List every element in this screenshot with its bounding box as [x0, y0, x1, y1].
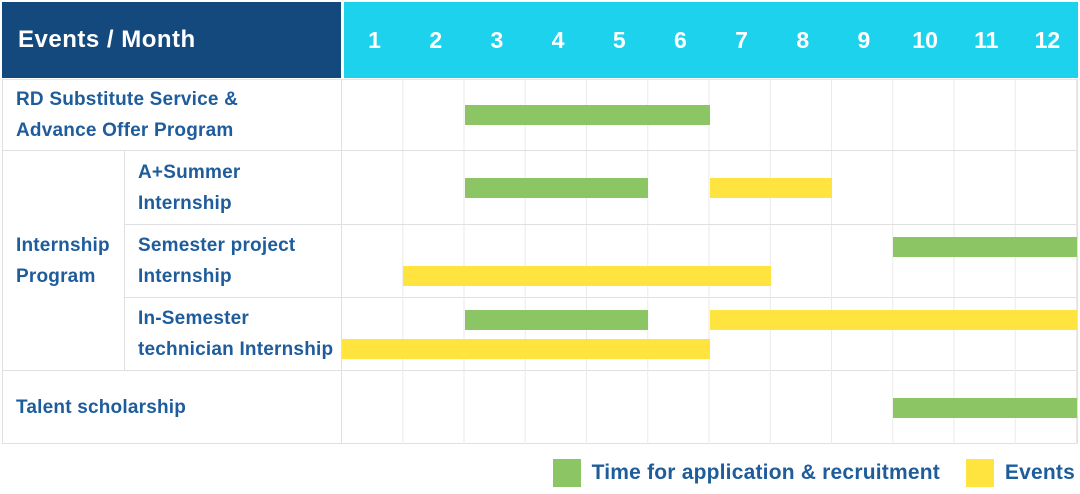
gantt-row-track	[341, 298, 1077, 371]
events-month-header-cell: Events / Month	[2, 2, 341, 78]
month-header-11: 11	[974, 26, 999, 53]
legend-label: Time for application & recruitment	[591, 461, 940, 484]
table-row: Talent scholarship	[3, 370, 1077, 444]
legend-item-application: Time for application & recruitment	[552, 459, 940, 487]
gantt-bar-yellow	[709, 177, 832, 198]
gantt-bar-yellow	[342, 339, 710, 359]
row-label: In-Semester technician Internship	[138, 308, 334, 360]
table-row: RD Substitute Service & Advance Offer Pr…	[3, 80, 1077, 150]
yellow-swatch-icon	[965, 459, 994, 487]
gantt-bar-green	[464, 310, 649, 330]
row-label: A+Summer Internship	[138, 161, 241, 214]
green-swatch-icon	[552, 459, 581, 487]
legend-item-events: Events	[965, 459, 1075, 487]
gantt-row-track	[341, 151, 1077, 224]
group-rows: A+Summer Internship Semester project Int…	[125, 151, 1077, 371]
gantt-row-track	[341, 80, 1077, 150]
month-header-8: 8	[796, 26, 810, 53]
month-header-12: 12	[1034, 26, 1061, 53]
month-header-2: 2	[429, 26, 443, 53]
table-row: A+Summer Internship	[125, 151, 1077, 224]
gantt-bar-green	[464, 105, 710, 125]
table-row: Semester project Internship	[125, 224, 1077, 298]
internship-program-group: Internship Program A+Summer Internship S…	[3, 150, 1077, 371]
gantt-bar-yellow	[709, 310, 1077, 330]
month-header-9: 9	[857, 26, 871, 53]
month-header-4: 4	[551, 26, 565, 53]
month-header-7: 7	[735, 26, 748, 53]
month-header-5: 5	[612, 26, 626, 53]
month-header-6: 6	[674, 26, 687, 53]
month-header-3: 3	[490, 26, 504, 53]
month-header-10: 10	[912, 26, 938, 53]
row-label: Semester project Internship	[138, 235, 296, 287]
group-label: Internship Program	[3, 151, 125, 370]
legend: Time for application & recruitment Event…	[2, 459, 1078, 487]
gantt-row-track	[341, 225, 1077, 298]
gantt-row-track	[341, 371, 1077, 444]
gantt-table-body: RD Substitute Service & Advance Offer Pr…	[2, 79, 1078, 444]
gantt-bar-yellow	[403, 266, 771, 286]
table-row: In-Semester technician Internship	[125, 297, 1077, 371]
page-title: Events / Month	[18, 26, 196, 53]
row-label: RD Substitute Service & Advance Offer Pr…	[16, 89, 239, 141]
row-label: Talent scholarship	[16, 396, 187, 418]
gantt-bar-green	[464, 177, 649, 198]
table-header: Events / Month 1 2 3 4 5 6 7 8 9 10 11 12	[2, 2, 1078, 78]
gantt-bar-green	[893, 397, 1077, 418]
gantt-bar-green	[893, 237, 1077, 257]
month-header-1: 1	[368, 26, 381, 53]
legend-label: Events	[1004, 461, 1075, 484]
month-header-strip: 1 2 3 4 5 6 7 8 9 10 11 12	[344, 2, 1078, 78]
